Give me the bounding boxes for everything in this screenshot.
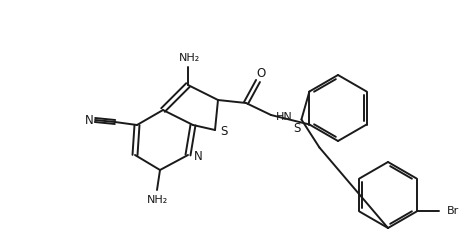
- Text: S: S: [294, 122, 301, 135]
- Text: N: N: [194, 149, 203, 163]
- Text: NH₂: NH₂: [146, 195, 168, 205]
- Text: S: S: [220, 124, 228, 137]
- Text: N: N: [85, 114, 94, 126]
- Text: HN: HN: [276, 112, 293, 122]
- Text: O: O: [256, 66, 266, 79]
- Text: NH₂: NH₂: [179, 53, 201, 63]
- Text: Br: Br: [446, 206, 459, 216]
